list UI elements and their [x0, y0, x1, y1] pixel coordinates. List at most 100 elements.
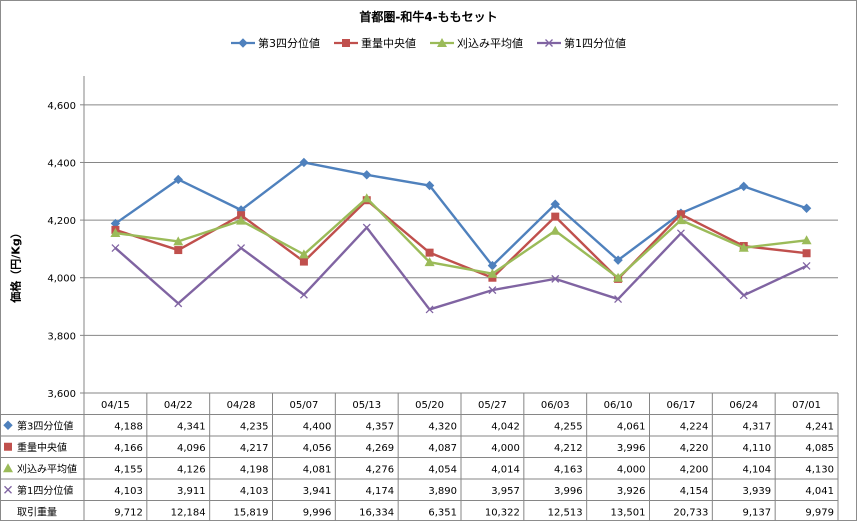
table-extra-value-10: 9,137 — [743, 507, 772, 518]
x-category-label-10: 06/24 — [729, 400, 758, 411]
legend-swatch-3 — [537, 39, 561, 47]
x-category-label-5: 05/20 — [415, 400, 444, 411]
point-s2-7 — [550, 225, 561, 235]
table-extra-value-11: 9,979 — [805, 507, 834, 518]
point-s2-3 — [298, 249, 309, 259]
data-label-s2-8: 4,000 — [617, 464, 646, 475]
data-label-s1-1: 4,096 — [177, 443, 206, 454]
data-label-s3-5: 3,890 — [428, 486, 457, 497]
point-s0-4 — [362, 170, 372, 180]
point-s2-10 — [738, 242, 749, 252]
series-line-0 — [114, 161, 807, 267]
point-s3-4 — [362, 223, 371, 232]
data-label-s3-10: 3,939 — [743, 486, 772, 497]
data-label-s0-3: 4,400 — [303, 421, 332, 432]
point-s1-9 — [676, 210, 685, 219]
table-legend-marker-0 — [3, 420, 13, 430]
y-tick-label-4: 4,400 — [47, 158, 76, 169]
point-s1-1 — [174, 246, 183, 255]
legend-swatch-0 — [231, 38, 255, 48]
x-category-label-3: 05/07 — [290, 400, 319, 411]
y-tick-label-1: 3,800 — [47, 331, 76, 342]
point-s1-2 — [237, 211, 246, 220]
point-s0-5 — [424, 180, 435, 191]
point-s3-0 — [111, 244, 120, 253]
table-extra-value-8: 13,501 — [611, 507, 646, 518]
x-category-label-1: 04/22 — [164, 400, 193, 411]
data-label-s3-6: 3,957 — [491, 486, 520, 497]
point-s1-7 — [551, 212, 560, 221]
point-s3-5 — [425, 305, 434, 314]
table-series-name-3: 第1四分位値 — [17, 484, 73, 497]
y-tick-label-0: 3,600 — [47, 389, 76, 400]
data-label-s3-1: 3,911 — [177, 486, 206, 497]
table-extra-value-5: 6,351 — [428, 507, 457, 518]
data-label-s1-3: 4,056 — [303, 443, 332, 454]
point-s1-5 — [425, 248, 434, 257]
table-series-name-0: 第3四分位値 — [17, 419, 73, 432]
data-label-s2-2: 4,198 — [240, 464, 269, 475]
y-tick-label-3: 4,200 — [47, 216, 76, 227]
data-label-s1-11: 4,085 — [805, 443, 834, 454]
data-label-s1-8: 3,996 — [617, 443, 646, 454]
legend-item-1: 重量中央値 — [334, 35, 416, 51]
data-label-s2-5: 4,054 — [428, 464, 457, 475]
point-s0-10 — [739, 181, 749, 192]
point-s2-9 — [675, 215, 686, 225]
data-label-s1-10: 4,110 — [743, 443, 772, 454]
data-label-s0-11: 4,241 — [805, 421, 834, 432]
data-label-s1-7: 4,212 — [554, 443, 583, 454]
data-label-s0-6: 4,042 — [491, 421, 520, 432]
legend-label-2: 刈込み平均値 — [457, 37, 523, 50]
series-line-1 — [115, 199, 807, 281]
table-legend-marker-3 — [4, 485, 12, 494]
data-label-s0-7: 4,255 — [554, 421, 583, 432]
point-s2-2 — [236, 215, 247, 225]
table-series-name-2: 刈込み平均値 — [17, 462, 77, 475]
legend-swatch-1 — [334, 39, 358, 47]
data-label-s0-0: 4,188 — [114, 421, 143, 432]
x-category-label-2: 04/28 — [227, 400, 256, 411]
point-s2-5 — [424, 257, 435, 267]
point-s2-11 — [801, 235, 812, 245]
data-label-s3-7: 3,996 — [554, 486, 583, 497]
chart-title: 首都圏-和牛4-ももセット — [359, 10, 498, 24]
point-s3-7 — [551, 274, 560, 283]
data-label-s2-7: 4,163 — [554, 464, 583, 475]
data-label-s3-9: 4,154 — [680, 486, 709, 497]
data-label-s0-2: 4,235 — [240, 421, 269, 432]
table-extra-value-3: 9,996 — [303, 507, 332, 518]
legend-item-3: 第1四分位値 — [537, 35, 626, 51]
table-extra-value-7: 12,513 — [548, 507, 583, 518]
legend-label-0: 第3四分位値 — [258, 37, 320, 50]
point-s3-1 — [174, 299, 183, 308]
point-s3-9 — [676, 229, 685, 238]
point-s2-1 — [173, 236, 184, 246]
data-label-s2-10: 4,104 — [743, 464, 772, 475]
point-s3-6 — [488, 286, 497, 295]
data-label-s1-5: 4,087 — [428, 443, 457, 454]
point-s0-1 — [173, 174, 183, 185]
table-extra-value-2: 15,819 — [234, 507, 269, 518]
point-s3-3 — [299, 290, 308, 299]
x-category-label-4: 05/13 — [352, 400, 381, 411]
legend-item-0: 第3四分位値 — [231, 35, 320, 51]
legend-item-2: 刈込み平均値 — [430, 35, 523, 51]
data-label-s0-9: 4,224 — [680, 421, 709, 432]
data-label-s3-4: 4,174 — [366, 486, 395, 497]
point-s0-8 — [613, 255, 623, 265]
point-s2-0 — [110, 228, 121, 238]
table-extra-value-9: 20,733 — [673, 507, 708, 518]
point-s3-2 — [237, 244, 246, 253]
point-s3-8 — [614, 295, 623, 304]
legend-label-3: 第1四分位値 — [564, 37, 626, 50]
data-label-s2-6: 4,014 — [491, 464, 520, 475]
series-line-3 — [114, 226, 808, 311]
data-label-s0-10: 4,317 — [743, 421, 772, 432]
x-category-label-9: 06/17 — [667, 400, 696, 411]
table-extra-value-6: 10,322 — [485, 507, 520, 518]
data-label-s2-11: 4,130 — [805, 464, 834, 475]
data-label-s2-3: 4,081 — [303, 464, 332, 475]
point-s2-8 — [613, 272, 624, 282]
